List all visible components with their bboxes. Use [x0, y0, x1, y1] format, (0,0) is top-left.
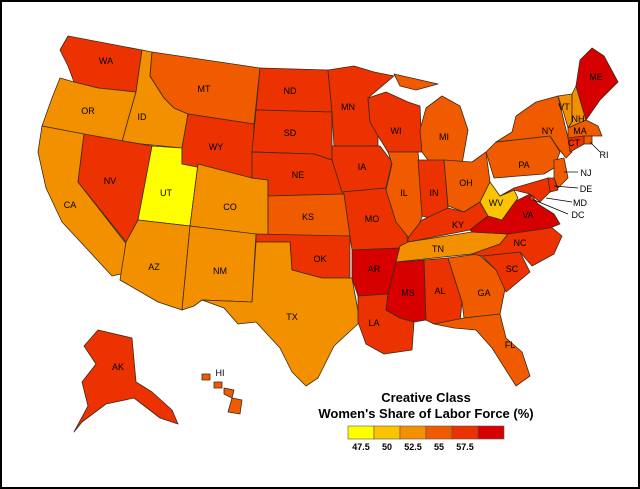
states-layer [37, 35, 619, 433]
label-sc: SC [506, 264, 519, 274]
legend-tick-label-2: 52.5 [404, 442, 422, 452]
label-ny: NY [542, 126, 555, 136]
label-sd: SD [284, 128, 297, 138]
legend: Creative Class Women's Share of Labor Fo… [318, 390, 533, 452]
legend-tick-label-3: 55 [434, 442, 444, 452]
leader-dc [533, 199, 569, 215]
state-hi[interactable] [201, 373, 243, 415]
label-tn: TN [432, 244, 444, 254]
label-wa: WA [99, 56, 113, 66]
label-nv: NV [104, 176, 117, 186]
label-ga: GA [477, 288, 490, 298]
legend-swatch-4 [451, 425, 479, 440]
label-ca: CA [64, 200, 77, 210]
label-vt: VT [558, 102, 570, 112]
label-az: AZ [148, 262, 160, 272]
label-la: LA [368, 318, 379, 328]
leader-ri [589, 141, 601, 153]
label-ri: RI [600, 150, 609, 160]
state-me[interactable] [575, 47, 619, 121]
legend-swatch-5 [477, 425, 505, 440]
label-ar: AR [368, 264, 381, 274]
legend-tick-label-0: 47.5 [352, 442, 370, 452]
label-ky: KY [452, 220, 464, 230]
label-ne: NE [292, 170, 305, 180]
state-md[interactable] [499, 177, 551, 203]
label-tx: TX [286, 312, 298, 322]
label-co: CO [223, 202, 237, 212]
label-il: IL [400, 188, 408, 198]
state-fl[interactable] [433, 313, 531, 387]
label-wi: WI [391, 126, 402, 136]
state-nc[interactable] [471, 225, 563, 267]
label-leader-lines [533, 141, 601, 215]
legend-swatch-3 [425, 425, 453, 440]
label-mn: MN [341, 102, 355, 112]
state-ct[interactable] [567, 135, 585, 153]
label-in: IN [430, 188, 439, 198]
label-wy: WY [209, 142, 224, 152]
legend-title-line2: Women's Share of Labor Force (%) [318, 406, 533, 421]
label-hi: HI [216, 368, 225, 378]
label-nm: NM [213, 266, 227, 276]
label-or: OR [81, 106, 95, 116]
state-nj[interactable] [553, 157, 569, 189]
label-al: AL [434, 286, 445, 296]
state-wv[interactable] [479, 181, 519, 221]
label-mt: MT [198, 84, 211, 94]
label-mo: MO [365, 214, 380, 224]
label-ok: OK [313, 254, 326, 264]
label-mi: MI [439, 132, 449, 142]
label-nj: NJ [581, 168, 592, 178]
label-fl: FL [505, 340, 516, 350]
legend-title-line1: Creative Class [381, 390, 471, 405]
legend-tick-label-4: 57.5 [456, 442, 474, 452]
legend-tick-labels: 47.5 50 52.5 55 57.5 [352, 442, 474, 452]
label-ct: CT [568, 138, 580, 148]
label-ak: AK [112, 362, 124, 372]
label-ut: UT [160, 188, 172, 198]
state-labels: WA OR CA ID NV UT AZ MT WY CO NM ND SD N… [64, 56, 609, 378]
label-dc: DC [572, 210, 585, 220]
state-dc[interactable] [529, 195, 535, 201]
label-ma: MA [573, 126, 587, 136]
legend-tick-label-1: 50 [382, 442, 392, 452]
legend-swatch-0 [347, 425, 375, 440]
label-va: VA [522, 210, 533, 220]
label-nc: NC [514, 238, 527, 248]
label-nd: ND [284, 86, 297, 96]
label-ks: KS [302, 212, 314, 222]
state-ga[interactable] [447, 253, 507, 319]
leader-de [553, 185, 579, 189]
leader-md [545, 197, 573, 203]
label-id: ID [138, 112, 148, 122]
legend-swatches [347, 425, 505, 440]
legend-swatch-2 [399, 425, 427, 440]
label-oh: OH [459, 178, 473, 188]
state-tx[interactable] [201, 241, 361, 387]
legend-swatch-1 [373, 425, 401, 440]
label-pa: PA [518, 160, 529, 170]
label-nh: NH [572, 114, 585, 124]
state-pa[interactable] [485, 135, 561, 179]
label-de: DE [580, 184, 593, 194]
label-md: MD [573, 198, 587, 208]
label-ia: IA [358, 162, 367, 172]
label-wv: WV [489, 198, 504, 208]
state-ak[interactable] [73, 329, 179, 433]
label-ms: MS [401, 288, 415, 298]
label-me: ME [589, 72, 603, 82]
